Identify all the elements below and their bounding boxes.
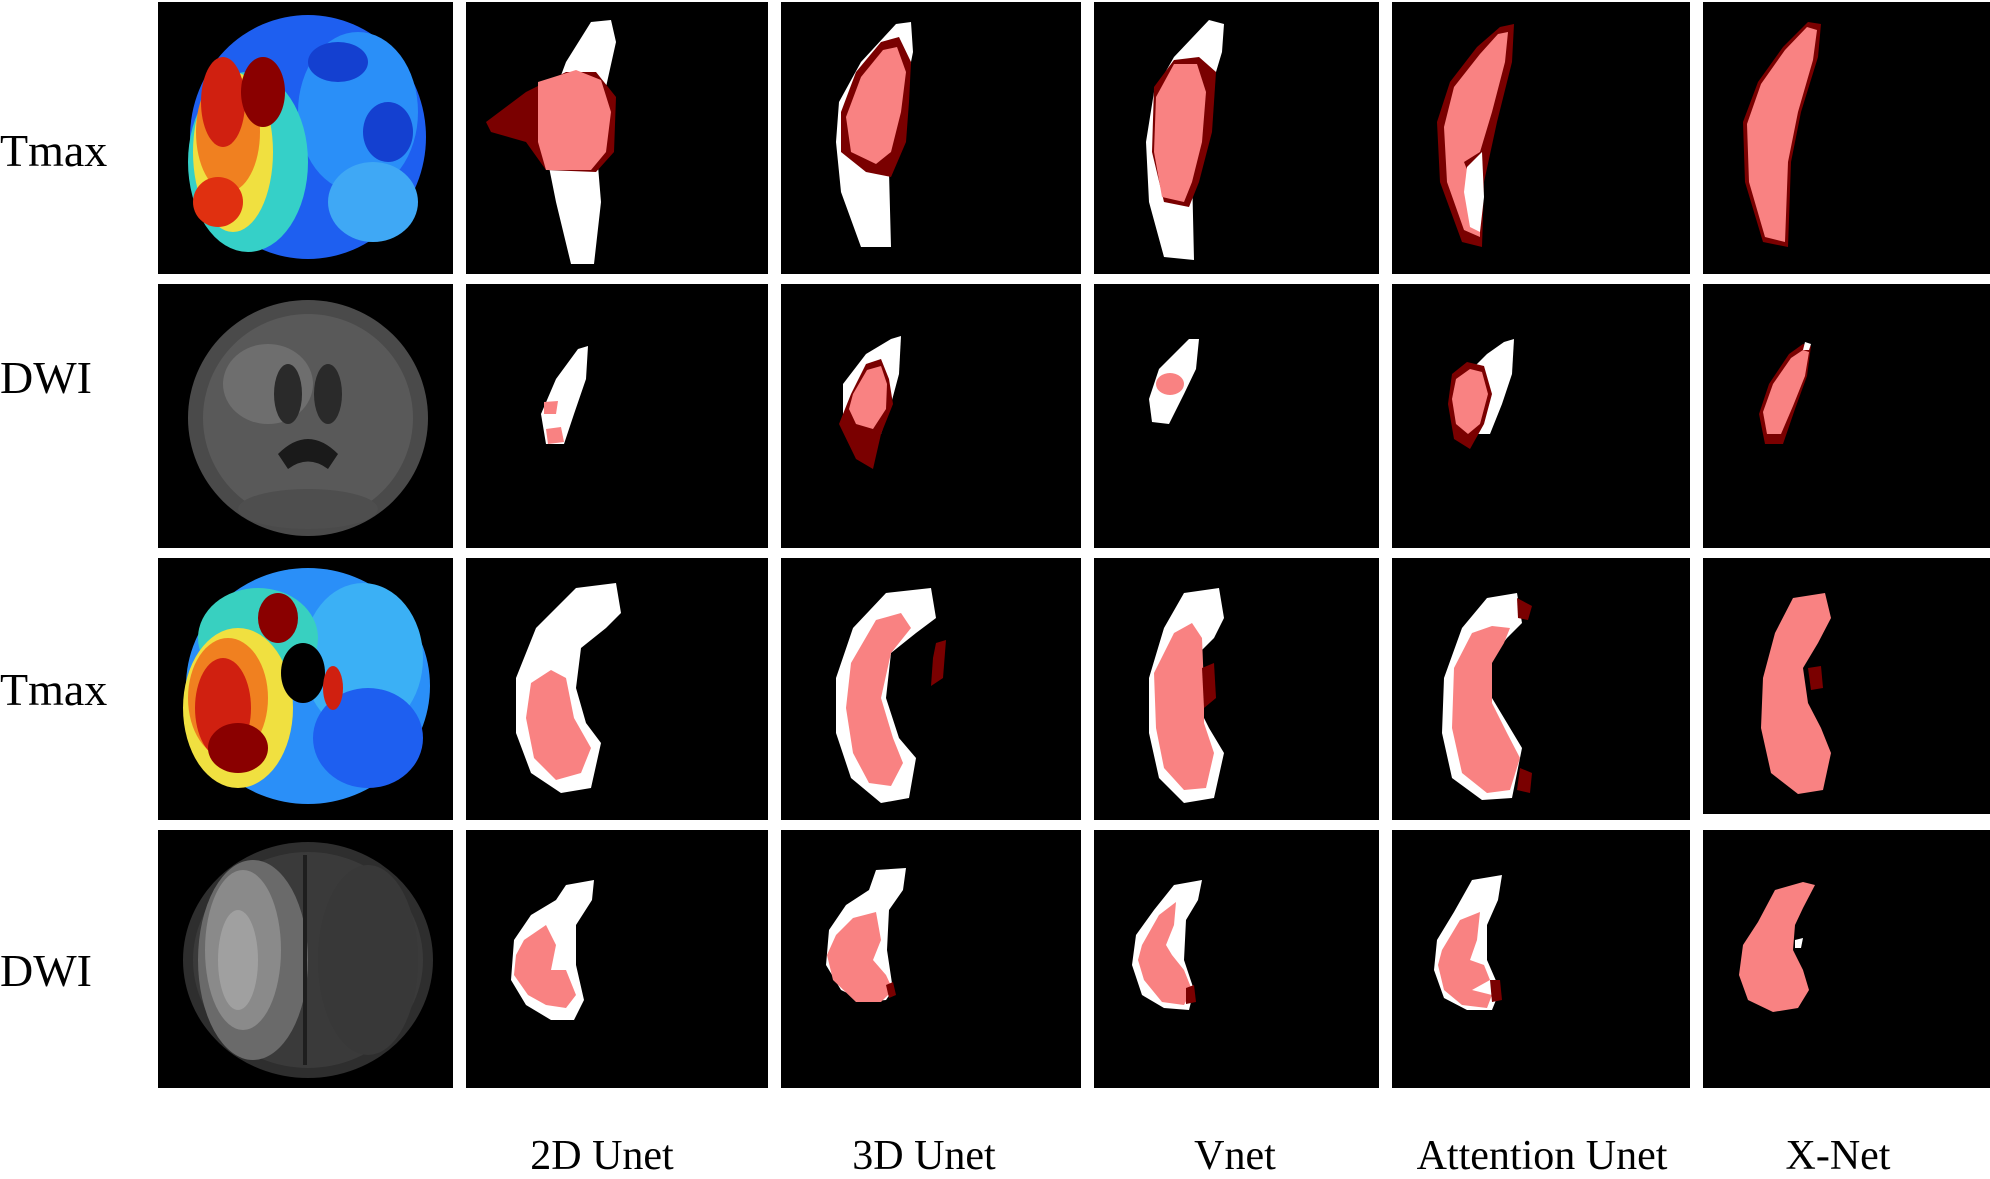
column-label-x-net: X-Net xyxy=(1785,1133,1891,1179)
column-label-2d-unet: 2D Unet xyxy=(530,1133,674,1179)
segmentation-vnet-3 xyxy=(1094,558,1379,820)
segmentation-2d-unet-1 xyxy=(466,2,768,274)
row-label-2: DWI xyxy=(0,352,92,403)
tmax-perfusion-map-2 xyxy=(158,558,453,820)
column-label-vnet: Vnet xyxy=(1194,1133,1276,1179)
segmentation-3d-unet-2 xyxy=(781,284,1081,548)
segmentation-2d-unet-3 xyxy=(466,558,768,820)
row-label-3: Tmax xyxy=(0,664,108,715)
segmentation-3d-unet-4 xyxy=(781,830,1081,1088)
dwi-image-2 xyxy=(158,830,453,1088)
segmentation-attention-unet-3 xyxy=(1392,558,1690,820)
row-label-4: DWI xyxy=(0,945,92,996)
segmentation-x-net-4 xyxy=(1703,830,1990,1088)
segmentation-attention-unet-1 xyxy=(1392,2,1690,274)
segmentation-vnet-4 xyxy=(1094,830,1379,1088)
segmentation-vnet-2 xyxy=(1094,284,1379,548)
segmentation-3d-unet-3 xyxy=(781,558,1081,820)
column-label-attention-unet: Attention Unet xyxy=(1416,1133,1668,1179)
row-label-1: Tmax xyxy=(0,125,108,176)
segmentation-attention-unet-2 xyxy=(1392,284,1690,548)
dwi-image-1 xyxy=(158,284,453,548)
segmentation-2d-unet-2 xyxy=(466,284,768,548)
tmax-perfusion-map-1 xyxy=(158,2,453,274)
segmentation-attention-unet-4 xyxy=(1392,830,1690,1088)
column-label-3d-unet: 3D Unet xyxy=(852,1133,996,1179)
segmentation-x-net-2 xyxy=(1703,284,1990,548)
segmentation-vnet-1 xyxy=(1094,2,1379,274)
segmentation-x-net-3 xyxy=(1703,558,1990,814)
segmentation-3d-unet-1 xyxy=(781,2,1081,274)
segmentation-x-net-1 xyxy=(1703,2,1990,274)
segmentation-2d-unet-4 xyxy=(466,830,768,1088)
